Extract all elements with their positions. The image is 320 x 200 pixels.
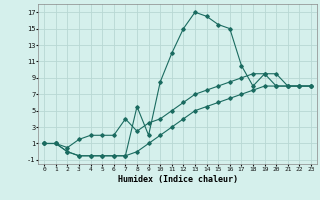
X-axis label: Humidex (Indice chaleur): Humidex (Indice chaleur) (118, 175, 238, 184)
